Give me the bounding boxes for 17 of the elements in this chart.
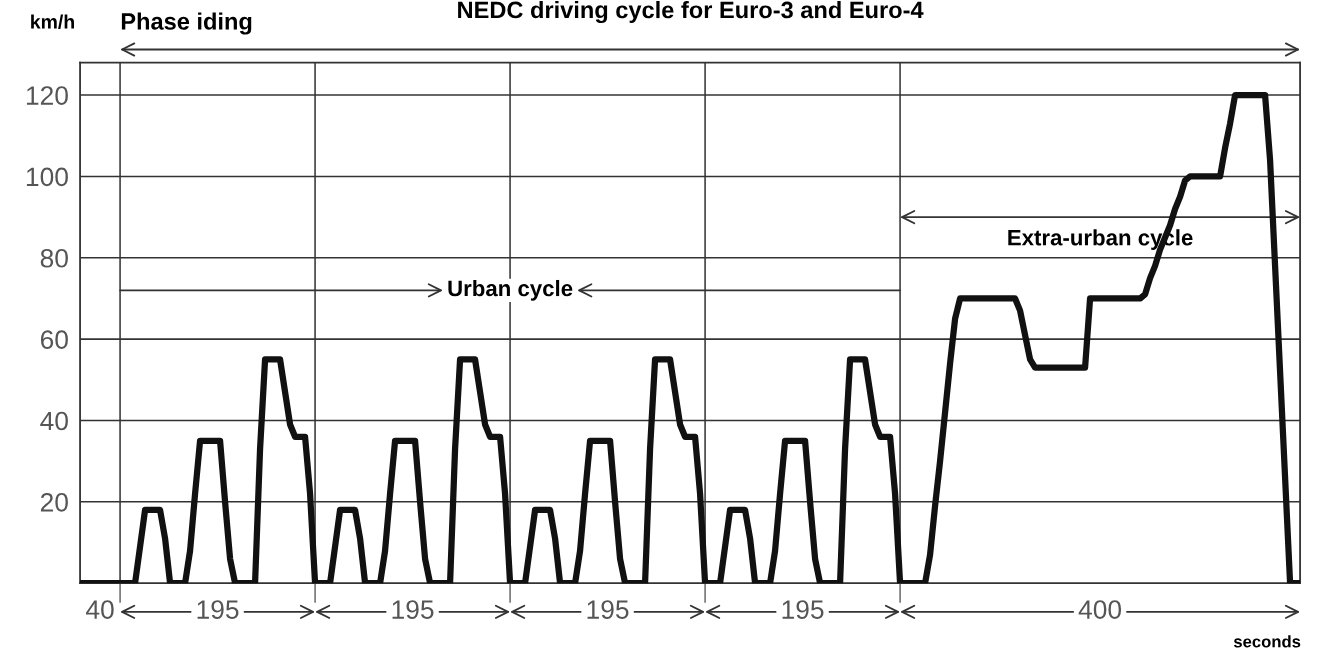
text: 400 <box>1078 600 1122 619</box>
y-tick-label: 80 <box>40 248 68 268</box>
text: 195 <box>392 600 434 619</box>
y-tick-label: 20 <box>40 492 68 512</box>
x-axis-title: seconds <box>1233 635 1301 648</box>
chart-title: NEDC driving cycle for Euro-3 and Euro-4 <box>458 0 924 24</box>
text: 195 <box>782 600 824 619</box>
text: Phase iding <box>121 12 252 35</box>
text: 195 <box>197 600 239 619</box>
y-tick-label: 120 <box>26 86 68 105</box>
y-tick-label: 60 <box>40 330 68 349</box>
text: 195 <box>587 600 629 619</box>
annotation: Urban cycle <box>448 279 573 301</box>
y-axis-title: km/h <box>31 14 74 29</box>
text: 40 <box>86 600 114 619</box>
y-tick-label: 100 <box>26 167 68 187</box>
y-tick-label: 40 <box>40 411 68 431</box>
